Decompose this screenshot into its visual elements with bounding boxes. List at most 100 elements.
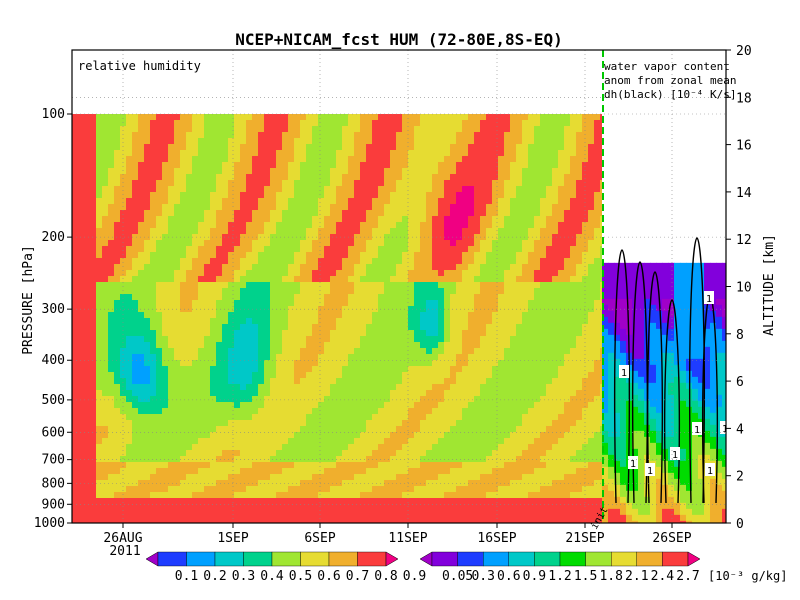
- heatmap-cell: [336, 210, 343, 217]
- heatmap-cell: [342, 492, 349, 499]
- heatmap-cell: [366, 294, 373, 301]
- heatmap-cell: [84, 162, 91, 169]
- heatmap-cell: [468, 462, 475, 469]
- heatmap-cell: [312, 456, 319, 463]
- heatmap-cell: [348, 192, 355, 199]
- heatmap-cell: [156, 276, 163, 283]
- heatmap-cell: [312, 306, 319, 313]
- heatmap-cell: [396, 198, 403, 205]
- heatmap-cell: [414, 294, 421, 301]
- heatmap-cell: [324, 276, 331, 283]
- heatmap-cell: [198, 354, 205, 361]
- heatmap-cell: [198, 468, 205, 475]
- heatmap-cell: [162, 462, 169, 469]
- heatmap-cell: [138, 186, 145, 193]
- heatmap-cell: [300, 408, 307, 415]
- heatmap-cell: [486, 486, 493, 493]
- heatmap-cell: [252, 360, 259, 367]
- heatmap-cell: [480, 342, 487, 349]
- heatmap-cell: [492, 186, 499, 193]
- heatmap-cell: [186, 336, 193, 343]
- heatmap-cell: [348, 168, 355, 175]
- heatmap-cell: [204, 234, 211, 241]
- heatmap-cell: [318, 426, 325, 433]
- heatmap-cell: [156, 426, 163, 433]
- heatmap-cell: [456, 168, 463, 175]
- heatmap-cell: [174, 138, 181, 145]
- heatmap-cell: [468, 132, 475, 139]
- heatmap-cell: [174, 360, 181, 367]
- heatmap-cell: [390, 366, 397, 373]
- heatmap-cell: [372, 204, 379, 211]
- heatmap-cell: [378, 168, 385, 175]
- heatmap-cell: [366, 270, 373, 277]
- heatmap-cell: [318, 342, 325, 349]
- heatmap-cell: [396, 510, 403, 517]
- heatmap-cell: [300, 306, 307, 313]
- heatmap-cell: [162, 510, 169, 517]
- heatmap-cell: [354, 198, 361, 205]
- heatmap-cell: [324, 228, 331, 235]
- heatmap-cell: [348, 504, 355, 511]
- heatmap-cell: [72, 192, 79, 199]
- heatmap-cell: [348, 402, 355, 409]
- heatmap-cell: [420, 474, 427, 481]
- heatmap-cell: [378, 312, 385, 319]
- heatmap-cell: [276, 240, 283, 247]
- heatmap-cell: [258, 120, 265, 127]
- heatmap-cell: [324, 516, 331, 523]
- heatmap-cell: [126, 294, 133, 301]
- heatmap-cell: [462, 162, 469, 169]
- heatmap-cell: [228, 300, 235, 307]
- heatmap-cell: [114, 474, 121, 481]
- heatmap-cell: [252, 480, 259, 487]
- heatmap-cell: [192, 204, 199, 211]
- heatmap-cell: [132, 480, 139, 487]
- heatmap-cell: [222, 294, 229, 301]
- heatmap-cell: [222, 138, 229, 145]
- heatmap-cell: [486, 348, 493, 355]
- heatmap-cell: [354, 192, 361, 199]
- heatmap-cell: [144, 306, 151, 313]
- heatmap-cell: [336, 282, 343, 289]
- heatmap-cell: [156, 492, 163, 499]
- heatmap-cell: [438, 474, 445, 481]
- heatmap-cell: [306, 282, 313, 289]
- heatmap-cell: [366, 438, 373, 445]
- heatmap-cell: [210, 384, 217, 391]
- heatmap-cell: [150, 384, 157, 391]
- heatmap-cell: [438, 252, 445, 259]
- heatmap-cell: [342, 378, 349, 385]
- heatmap-cell: [174, 354, 181, 361]
- heatmap-cell: [156, 120, 163, 127]
- heatmap-cell: [180, 342, 187, 349]
- heatmap-cell: [492, 222, 499, 229]
- heatmap-cell: [468, 360, 475, 367]
- heatmap-cell: [240, 138, 247, 145]
- heatmap-cell: [504, 204, 511, 211]
- heatmap-cell: [198, 216, 205, 223]
- heatmap-cell: [462, 480, 469, 487]
- heatmap-cell: [324, 204, 331, 211]
- heatmap-cell: [108, 372, 115, 379]
- heatmap-cell: [174, 408, 181, 415]
- heatmap-cell: [252, 132, 259, 139]
- heatmap-cell: [90, 234, 97, 241]
- heatmap-cell: [306, 324, 313, 331]
- heatmap-cell: [420, 252, 427, 259]
- heatmap-cell: [162, 474, 169, 481]
- heatmap-cell: [282, 312, 289, 319]
- heatmap-cell: [426, 396, 433, 403]
- heatmap-cell: [156, 114, 163, 121]
- heatmap-cell: [390, 384, 397, 391]
- heatmap-cell: [324, 132, 331, 139]
- heatmap-cell: [120, 300, 127, 307]
- heatmap-cell: [204, 306, 211, 313]
- heatmap-cell: [246, 288, 253, 295]
- heatmap-cell: [456, 360, 463, 367]
- heatmap-cell: [222, 336, 229, 343]
- heatmap-cell: [480, 360, 487, 367]
- heatmap-cell: [372, 432, 379, 439]
- heatmap-cell: [138, 264, 145, 271]
